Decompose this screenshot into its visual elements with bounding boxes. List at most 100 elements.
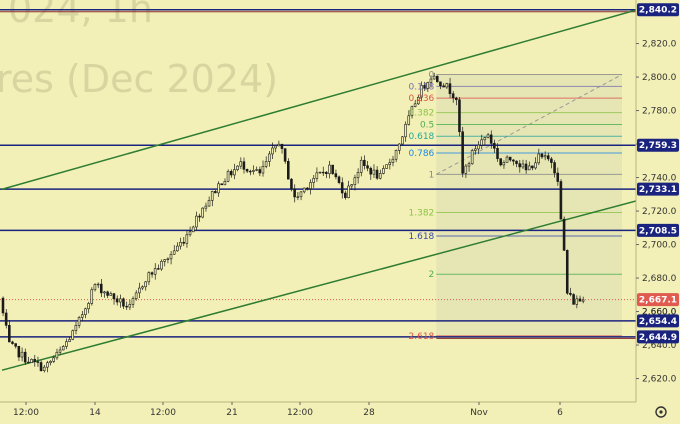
candle-body bbox=[277, 143, 281, 147]
candle-body bbox=[334, 173, 338, 178]
candle-body bbox=[296, 196, 300, 198]
candle-body bbox=[93, 284, 97, 291]
candle-body bbox=[153, 268, 157, 275]
candle-body bbox=[239, 161, 243, 167]
price-tag-label: 2,840.2 bbox=[639, 6, 677, 16]
candle-body bbox=[581, 299, 585, 302]
candle-body bbox=[65, 341, 68, 347]
price-tag-label: 2,759.3 bbox=[639, 141, 677, 151]
candle-body bbox=[401, 136, 404, 145]
candle-body bbox=[245, 168, 249, 172]
candle-body bbox=[30, 358, 33, 363]
y-tick-label: 2,700.0 bbox=[642, 241, 677, 251]
candle-body bbox=[115, 298, 119, 303]
candle-body bbox=[49, 361, 52, 364]
candle-body bbox=[489, 134, 493, 144]
candle-body bbox=[407, 115, 411, 125]
candle-body bbox=[546, 155, 550, 160]
candle-body bbox=[550, 158, 553, 163]
y-tick-label: 2,740.0 bbox=[642, 174, 677, 184]
candle-body bbox=[496, 147, 499, 159]
fib-label: 1.618 bbox=[409, 232, 435, 242]
y-tick-label: 2,780.0 bbox=[642, 107, 677, 117]
price-tag[interactable] bbox=[637, 3, 679, 17]
price-tag-label: 2,733.1 bbox=[639, 185, 677, 195]
candle-body bbox=[46, 362, 49, 368]
candle-body bbox=[477, 144, 480, 150]
y-tick-label: 2,800.0 bbox=[642, 73, 677, 83]
candle-body bbox=[467, 163, 471, 167]
candle-body bbox=[217, 183, 220, 194]
candle-body bbox=[188, 231, 192, 236]
price-tag[interactable] bbox=[637, 293, 679, 307]
candle-body bbox=[556, 172, 560, 182]
candle-body bbox=[388, 162, 392, 166]
candle-body bbox=[229, 170, 233, 176]
horizontal-levels bbox=[0, 8, 636, 339]
candle-body bbox=[559, 181, 563, 220]
candle-body bbox=[502, 162, 506, 166]
candle-body bbox=[540, 153, 544, 158]
x-tick-labels: 12:00 14 12:00 21 12:00 28 Nov 6 bbox=[13, 402, 563, 418]
candle-body bbox=[413, 103, 417, 108]
candle-body bbox=[201, 207, 204, 218]
candle-body bbox=[312, 178, 315, 183]
x-tick-label: 6 bbox=[557, 408, 563, 418]
candle-body bbox=[410, 106, 414, 117]
candle-body bbox=[451, 93, 455, 99]
price-tag[interactable] bbox=[637, 182, 679, 196]
candle-body bbox=[255, 169, 258, 171]
candle-body bbox=[394, 150, 398, 160]
price-tag[interactable] bbox=[637, 223, 679, 237]
candle-body bbox=[191, 226, 195, 233]
candle-body bbox=[531, 165, 534, 169]
fib-label: 1.382 bbox=[409, 209, 435, 219]
candle-body bbox=[23, 351, 27, 363]
candle-body bbox=[4, 312, 8, 326]
candle-body bbox=[309, 182, 312, 189]
candle-body bbox=[363, 159, 366, 166]
candle-body bbox=[20, 351, 24, 358]
candle-body bbox=[207, 200, 211, 207]
price-tag[interactable] bbox=[637, 314, 679, 328]
candle-body bbox=[226, 170, 230, 182]
candle-body bbox=[134, 292, 138, 299]
price-tag[interactable] bbox=[637, 330, 679, 344]
candle-body bbox=[455, 97, 458, 101]
candle-body bbox=[71, 330, 75, 340]
candle-body bbox=[331, 164, 334, 174]
candle-body bbox=[280, 143, 284, 149]
candle-body bbox=[515, 160, 518, 164]
candle-body bbox=[372, 169, 376, 175]
watermark-top: 024, 1h bbox=[8, 0, 153, 31]
candle-body bbox=[248, 170, 252, 173]
fib-zone bbox=[436, 74, 623, 337]
candle-body bbox=[36, 361, 40, 363]
fib-label: 0.118 bbox=[409, 82, 435, 92]
fib-label: 2 bbox=[429, 270, 435, 280]
channel-line[interactable] bbox=[1, 200, 637, 371]
fib-label: 0.618 bbox=[409, 132, 435, 142]
settings-icon[interactable] bbox=[655, 406, 667, 418]
candle-body bbox=[118, 298, 122, 303]
fib-label: 0.786 bbox=[409, 149, 435, 159]
candle-body bbox=[340, 182, 344, 194]
candle-body bbox=[195, 215, 198, 228]
candle-body bbox=[252, 170, 255, 172]
candle-body bbox=[344, 192, 347, 198]
candle-body bbox=[486, 134, 490, 138]
fib-label: 2.618 bbox=[409, 332, 435, 342]
price-axis-background bbox=[636, 0, 680, 424]
candle-body bbox=[61, 346, 65, 351]
candle-body bbox=[185, 234, 189, 244]
candle-body bbox=[128, 304, 132, 308]
candle-body bbox=[432, 75, 436, 80]
candle-body bbox=[11, 341, 14, 344]
price-tag[interactable] bbox=[637, 138, 679, 152]
candle-body bbox=[144, 281, 147, 288]
candle-body bbox=[172, 250, 176, 255]
watermark-bottom: res (Dec 2024) bbox=[0, 57, 278, 101]
channel-line[interactable] bbox=[1, 9, 637, 190]
candle-body bbox=[356, 171, 360, 179]
